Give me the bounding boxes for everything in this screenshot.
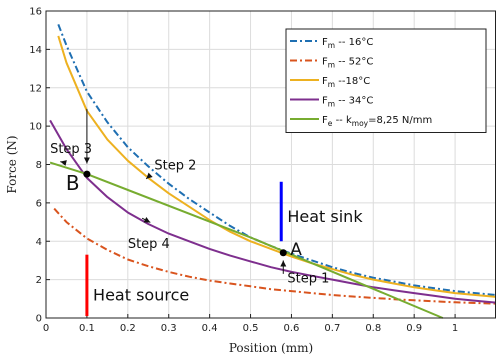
legend-label-2: Fm -- 52°C xyxy=(322,57,373,70)
y-tick-label: 14 xyxy=(29,45,42,56)
point-A xyxy=(279,249,287,257)
x-tick-label: 0.3 xyxy=(161,323,177,334)
step1-label: Step 1 xyxy=(287,272,329,287)
point-B xyxy=(83,170,91,178)
step3-label: Step 3 xyxy=(50,142,92,157)
series-line-4 xyxy=(49,119,496,304)
y-tick-label: 12 xyxy=(29,83,42,94)
y-axis-label: Force (N) xyxy=(5,135,19,193)
step1-arrow-head xyxy=(280,260,287,267)
x-tick-label: 0.7 xyxy=(324,323,340,334)
legend-label-3: Fm --18°C xyxy=(322,76,370,89)
heat-source-label: Heat source xyxy=(93,286,189,305)
y-tick-label: 10 xyxy=(29,122,42,133)
point-label-A: A xyxy=(290,240,302,260)
legend-box xyxy=(285,28,487,133)
y-tick-label: 8 xyxy=(36,160,42,171)
x-axis-label: Position (mm) xyxy=(229,341,313,355)
step4-label: Step 4 xyxy=(128,237,170,252)
y-tick-label: 4 xyxy=(36,237,42,248)
step2-label: Step 2 xyxy=(154,158,196,173)
series-layer xyxy=(49,24,496,319)
series-line-2 xyxy=(53,207,496,305)
series-line-5 xyxy=(49,161,444,319)
step3-arrow-head xyxy=(83,157,90,164)
legend-label-4: Fm -- 34°C xyxy=(322,96,373,109)
y-tick-label: 16 xyxy=(29,7,42,18)
y-tick-label: 2 xyxy=(36,275,42,286)
step4-arrow-head xyxy=(143,217,151,223)
legend: Fm -- 16°C Fm -- 52°C Fm --18°C Fm -- 34°C F… xyxy=(285,28,487,133)
y-tick-label: 6 xyxy=(36,198,42,209)
annotations: Heat sink Heat source Step 3 Step 2 Step 4 St… xyxy=(50,108,363,317)
x-tick-label: 0.1 xyxy=(79,323,95,334)
point-label-B: B xyxy=(66,171,80,195)
line-arrow-head xyxy=(60,160,67,166)
x-tick-label: 0.9 xyxy=(406,323,422,334)
x-tick-label: 1 xyxy=(452,323,458,334)
x-tick-label: 0.6 xyxy=(284,323,300,334)
series-line-3 xyxy=(57,35,496,298)
step2-arrow-head xyxy=(146,172,153,179)
x-tick-label: 0.8 xyxy=(365,323,381,334)
x-tick-label: 0.5 xyxy=(243,323,259,334)
x-tick-label: 0.2 xyxy=(120,323,136,334)
heat-sink-label: Heat sink xyxy=(287,207,363,226)
y-tick-label: 0 xyxy=(36,314,42,325)
x-tick-label: 0 xyxy=(43,323,49,334)
legend-label-5: Fe -- kmoy=8,25 N/mm xyxy=(322,115,432,128)
legend-label-1: Fm -- 16°C xyxy=(322,37,373,50)
x-tick-label: 0.4 xyxy=(202,323,218,334)
